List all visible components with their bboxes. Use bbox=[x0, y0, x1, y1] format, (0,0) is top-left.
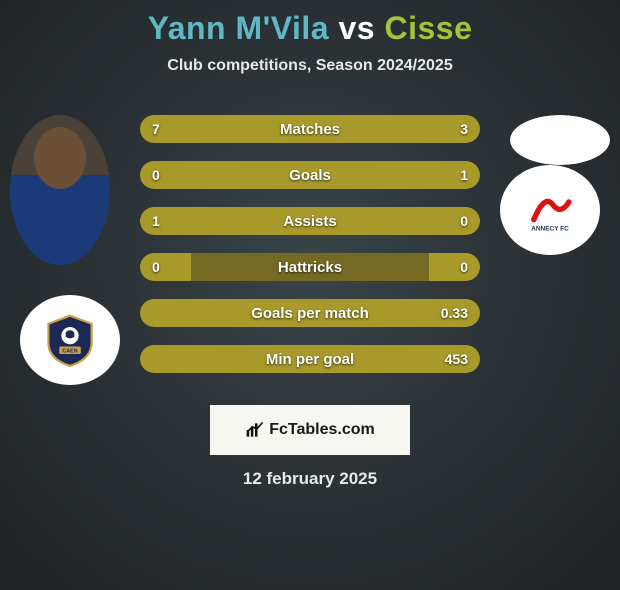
stat-right-value: 0 bbox=[460, 207, 468, 235]
stat-left-value: 0 bbox=[152, 253, 160, 281]
player1-avatar bbox=[10, 115, 110, 265]
stat-row: Goals per match0.33 bbox=[140, 299, 480, 327]
fctables-badge: FcTables.com bbox=[210, 405, 410, 455]
stat-right-value: 1 bbox=[460, 161, 468, 189]
stat-label: Min per goal bbox=[140, 345, 480, 373]
stat-left-value: 1 bbox=[152, 207, 160, 235]
footer-date: 12 february 2025 bbox=[0, 469, 620, 489]
fctables-logo-icon bbox=[245, 420, 265, 440]
stat-label: Hattricks bbox=[140, 253, 480, 281]
subtitle: Club competitions, Season 2024/2025 bbox=[0, 57, 620, 75]
stat-bars: Matches73Goals01Assists10Hattricks00Goal… bbox=[140, 115, 480, 391]
title-player1: Yann M'Vila bbox=[148, 10, 329, 46]
stat-left-value: 7 bbox=[152, 115, 160, 143]
player1-club-badge: CAEN bbox=[20, 295, 120, 385]
stat-right-value: 0 bbox=[460, 253, 468, 281]
comparison-title: Yann M'Vila vs Cisse bbox=[0, 10, 620, 47]
title-player2: Cisse bbox=[384, 10, 472, 46]
stat-row: Min per goal453 bbox=[140, 345, 480, 373]
stat-label: Goals bbox=[140, 161, 480, 189]
svg-text:CAEN: CAEN bbox=[62, 348, 77, 354]
comparison-content: CAEN ANNECY FC Matches73Goals01Assists10… bbox=[0, 105, 620, 405]
stat-right-value: 0.33 bbox=[441, 299, 468, 327]
player2-photo-placeholder bbox=[510, 115, 610, 165]
stat-row: Assists1 0 bbox=[140, 207, 480, 235]
footer-brand-text: FcTables.com bbox=[269, 421, 375, 439]
stat-row: Hattricks0 0 bbox=[140, 253, 480, 281]
stat-right-value: 3 bbox=[460, 115, 468, 143]
stat-label: Goals per match bbox=[140, 299, 480, 327]
stat-label: Assists bbox=[140, 207, 480, 235]
title-vs: vs bbox=[329, 10, 384, 46]
player2-avatar bbox=[510, 115, 610, 165]
caen-crest-icon: CAEN bbox=[40, 313, 100, 367]
player1-photo-placeholder bbox=[10, 115, 110, 265]
player2-club-badge: ANNECY FC bbox=[500, 165, 600, 255]
stat-left-value: 0 bbox=[152, 161, 160, 189]
stat-label: Matches bbox=[140, 115, 480, 143]
svg-text:ANNECY FC: ANNECY FC bbox=[531, 226, 569, 233]
stat-row: Goals0 1 bbox=[140, 161, 480, 189]
stat-row: Matches7 3 bbox=[140, 115, 480, 143]
annecy-crest-icon: ANNECY FC bbox=[520, 183, 580, 237]
stat-right-value: 453 bbox=[445, 345, 468, 373]
